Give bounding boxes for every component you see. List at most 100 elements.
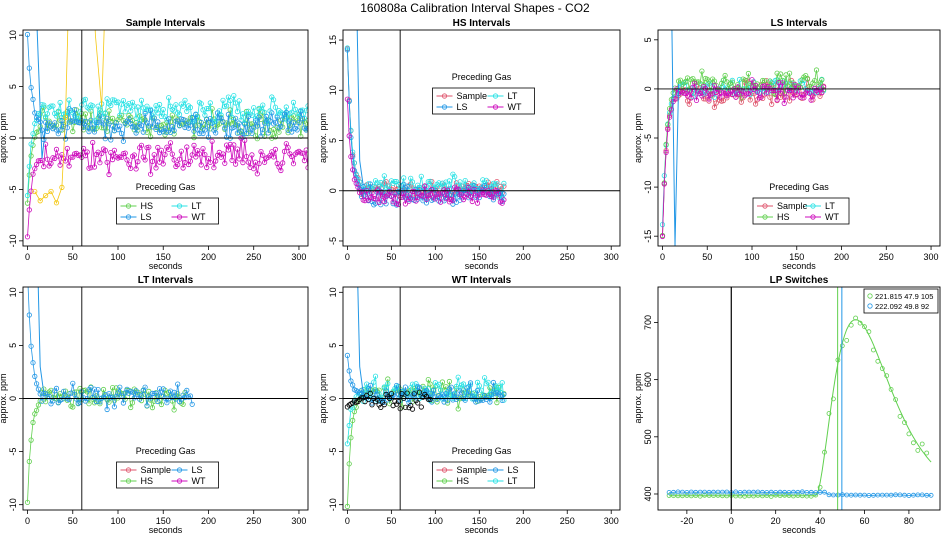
- data-point: [351, 160, 357, 166]
- data-point: [59, 184, 65, 190]
- data-point: [786, 493, 792, 498]
- data-point: [229, 157, 235, 163]
- data-point: [110, 115, 116, 122]
- x-tick-label: 100: [110, 516, 125, 526]
- data-point: [418, 173, 424, 179]
- data-point: [278, 167, 284, 174]
- series-line: [347, 355, 505, 404]
- data-point: [402, 384, 408, 390]
- data-point: [455, 394, 461, 400]
- data-point: [26, 163, 32, 169]
- plot-frame: [657, 286, 941, 511]
- data-point: [371, 202, 377, 208]
- data-point: [490, 379, 496, 386]
- data-point: [817, 484, 823, 490]
- data-point: [720, 98, 727, 104]
- data-point: [383, 193, 389, 200]
- data-point: [245, 131, 251, 137]
- data-point: [494, 399, 500, 406]
- data-point: [33, 407, 40, 413]
- data-point: [166, 116, 172, 122]
- data-point: [261, 120, 268, 126]
- data-point: [350, 167, 356, 173]
- data-point: [138, 97, 145, 103]
- data-point: [432, 196, 438, 202]
- legend-box: [432, 87, 535, 115]
- legend: Preceding Gas Sample LS HS WT: [116, 446, 219, 489]
- data-point: [66, 106, 72, 112]
- data-point: [263, 113, 269, 120]
- data-point: [758, 94, 764, 100]
- data-point: [234, 109, 240, 115]
- data-point: [95, 386, 101, 393]
- legend-title: Preceding Gas: [452, 446, 512, 456]
- data-point: [240, 160, 246, 166]
- chart-title: WT Intervals: [452, 275, 512, 286]
- data-point: [666, 114, 673, 120]
- data-point: [379, 184, 386, 191]
- data-point: [211, 165, 217, 171]
- data-point: [699, 68, 705, 74]
- data-point: [236, 156, 242, 162]
- data-point: [924, 450, 930, 456]
- data-point: [233, 115, 239, 121]
- y-tick-label: 0: [328, 188, 338, 193]
- data-point: [110, 157, 116, 163]
- data-point: [857, 320, 863, 326]
- data-point: [777, 90, 784, 96]
- data-point: [62, 136, 69, 142]
- data-point: [466, 185, 472, 191]
- data-point: [774, 97, 780, 103]
- x-tick-label: 50: [68, 516, 78, 526]
- data-point: [59, 117, 65, 124]
- data-point: [231, 124, 237, 130]
- data-point: [238, 129, 244, 135]
- legend-swatch-point: [176, 478, 183, 484]
- data-point: [436, 191, 442, 197]
- data-point: [786, 98, 793, 104]
- y-tick-label: 10: [328, 85, 338, 95]
- y-tick-label: 5: [328, 138, 338, 143]
- data-point: [26, 207, 32, 213]
- data-point: [243, 154, 250, 160]
- data-point: [409, 406, 416, 412]
- data-point: [369, 402, 375, 408]
- data-point: [769, 101, 775, 107]
- data-point: [713, 100, 719, 106]
- y-tick-label: -5: [8, 185, 18, 193]
- data-point: [231, 93, 237, 99]
- legend-swatch-point: [125, 214, 132, 220]
- data-point: [50, 103, 56, 109]
- series-line: [27, 95, 308, 196]
- data-point: [151, 152, 157, 158]
- series-wt: [659, 77, 827, 240]
- data-point: [205, 134, 212, 140]
- data-point: [702, 492, 707, 498]
- legend-label: LS: [141, 212, 152, 222]
- data-point: [413, 381, 419, 387]
- data-point: [742, 77, 748, 83]
- data-point: [706, 493, 712, 499]
- y-tick-label: 10: [8, 30, 18, 40]
- x-tick-label: 150: [789, 252, 804, 262]
- data-point: [437, 387, 444, 393]
- data-point: [270, 154, 277, 160]
- data-point: [142, 384, 148, 390]
- data-point: [747, 97, 753, 103]
- data-point: [133, 166, 139, 172]
- data-point: [254, 136, 260, 142]
- x-tick-label: 150: [472, 516, 487, 526]
- data-point: [138, 123, 145, 129]
- legend-label: LT: [508, 91, 518, 101]
- data-point: [142, 157, 148, 163]
- data-point: [119, 112, 125, 118]
- data-point: [478, 387, 484, 393]
- data-point: [131, 103, 137, 109]
- data-point: [671, 493, 676, 499]
- data-point: [254, 123, 260, 129]
- data-point: [193, 111, 199, 118]
- data-point: [430, 194, 437, 200]
